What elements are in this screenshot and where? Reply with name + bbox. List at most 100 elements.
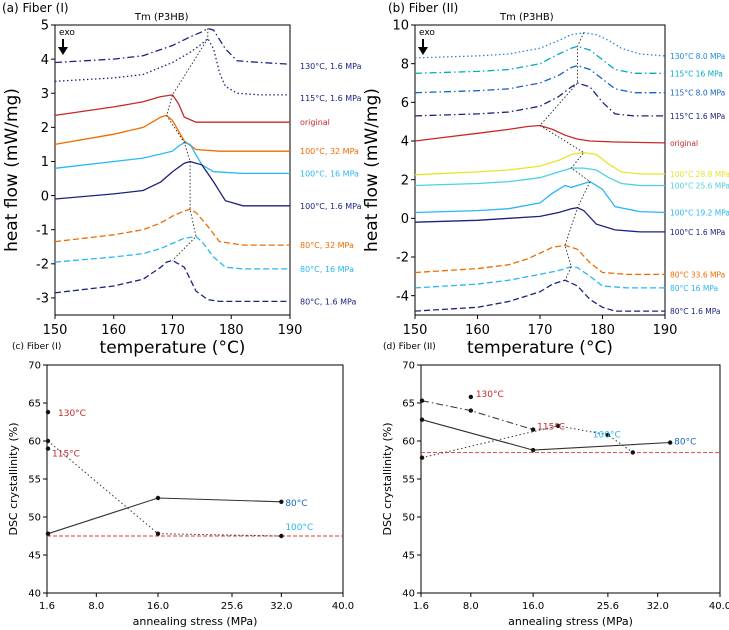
curve-original [54,94,290,123]
curve-label-130-c-1-6-mpa: 130°C, 1.6 MPa [300,62,362,71]
y-tick-label: 65 [28,399,41,410]
y-tick-label: 4 [41,53,49,68]
y-tick-label: -1 [36,223,49,238]
x-tick-label: 25.6 [597,601,619,612]
point-label-130-c: 130°C [58,409,86,419]
x-tick-label: 8.0 [88,601,104,612]
y-tick-label: 6 [401,96,409,111]
point-label-80-c: 80°C [674,438,696,448]
curve-100-c-16-mpa [54,141,290,175]
curve-80-c-32-mpa [54,208,290,246]
x-tick-label: 32.0 [647,601,669,612]
curve-label-80-c-33-6-mpa: 80°C 33.6 MPa [670,270,725,279]
plot-frame [46,364,344,594]
curve-label-80-c-16-mpa: 80°C 16 MPa [670,284,718,293]
data-point-80-c [155,495,161,501]
curve-label-80-c-32-mpa: 80°C, 32 MPa [300,241,354,250]
curve-80-c-16-mpa [414,266,665,289]
tm-peak-trace [166,28,209,261]
curve-label-100-c-16-mpa: 100°C, 16 MPa [300,169,359,178]
data-point-100-c [555,423,561,428]
y-tick-label: 40 [402,589,415,600]
y-tick-label: -3 [36,292,49,307]
curve-115-c-1-6-mpa [54,37,290,96]
curve-80-c-16-mpa [54,235,290,270]
data-point-100-c [279,533,284,539]
point-label-115-c: 115°C [537,423,565,433]
y-tick-label: 0 [401,212,409,227]
data-point-100-c [155,531,161,536]
x-tick-label: 170 [160,323,185,338]
x-tick-label: 1.6 [39,601,55,612]
x-tick-label: 170 [528,323,553,338]
x-tick-label: 190 [278,323,303,338]
point-label-80-c: 80°C [285,499,307,509]
chart-panel-1: (a) Fiber (I) 150 160 170 180 190 -3 -2 -1 0 1 2 3 4 5… [2,1,362,358]
data-point-80-c [45,531,51,536]
tm-annotation: Tm (P3HB) [134,12,189,23]
curve-130-c-8-0-mpa [414,32,666,59]
y-tick-label: 5 [41,19,49,34]
y-tick-label: 60 [28,437,41,448]
curve-label-80-c-16-mpa: 80°C, 16 MPa [300,265,354,274]
y-tick-label: 60 [402,437,415,448]
y-tick-label: 55 [402,475,415,486]
panel-title: (a) Fiber (I) [2,1,69,15]
data-point-80-c [530,447,536,453]
y-tick-label: 65 [402,399,415,410]
data-point-115-c [45,446,51,451]
point-label-130-c: 130°C [476,390,504,400]
curve-label-original: original [300,118,330,127]
data-point-100-c [630,450,635,455]
exo-arrow-head [418,47,428,55]
curve-130-c-1-6-mpa [54,27,291,65]
curve-100-c-19-2-mpa [414,180,666,214]
y-tick-label: 1 [41,155,49,170]
y-tick-label: 40 [28,589,41,600]
y-tick-label: 8 [401,57,409,72]
x-tick-label: 150 [43,323,68,338]
y-tick-label: 70 [28,361,41,372]
x-axis-label: temperature (°C) [467,338,613,358]
x-tick-label: 16.0 [147,601,169,612]
chart-panel-2: (b) Fiber (II) 150 160 170 180 190 -4 -2 0 2 4 6 8 10… [362,1,729,358]
y-tick-label: 3 [41,87,49,102]
x-tick-label: 25.6 [221,601,243,612]
x-axis-label: temperature (°C) [100,338,246,358]
x-tick-label: 160 [101,323,126,338]
y-tick-label: 45 [28,551,41,562]
y-tick-label: 70 [402,361,415,372]
curve-label-original: original [670,139,698,148]
data-point-100-c [45,438,51,444]
data-point-100-c [419,455,425,460]
y-tick-label: 45 [402,551,415,562]
curve-100-c-1-6-mpa [414,207,665,233]
x-tick-label: 160 [465,323,490,338]
y-tick-label: 4 [401,135,409,150]
data-point-80-c [419,417,425,422]
curve-115-c-1-6-mpa [414,82,665,117]
curve-label-100-c-25-6-mpa: 100°C 25.6 MPa [670,181,729,190]
data-point-130-c [468,394,474,400]
x-tick-label: 190 [653,323,678,338]
curve-label-115-c-1-6-mpa: 115°C, 1.6 MPa [300,94,362,103]
curve-80-c-33-6-mpa [414,244,665,276]
panel-title: (c) Fiber (I) [12,342,61,352]
x-tick-label: 32.0 [270,601,292,612]
x-tick-label: 40.0 [709,601,729,612]
data-point-80-c [667,440,673,445]
y-tick-label: 0 [41,189,49,204]
y-tick-label: 2 [41,121,49,136]
plot-frame [420,364,721,594]
x-axis-label: annealing stress (MPa) [133,615,258,628]
plot-frame [54,24,291,316]
exo-label: exo [419,28,435,38]
curve-115-c-16-mpa [414,45,665,74]
tm-peak-trace [539,32,591,281]
exo-arrow-head [58,47,68,55]
y-axis-label: DSC crystallinity (%) [7,422,20,535]
x-tick-label: 180 [219,323,244,338]
x-tick-label: 16.0 [522,601,544,612]
curve-80-c-1-6-mpa [54,259,290,303]
y-tick-label: -4 [396,289,409,304]
